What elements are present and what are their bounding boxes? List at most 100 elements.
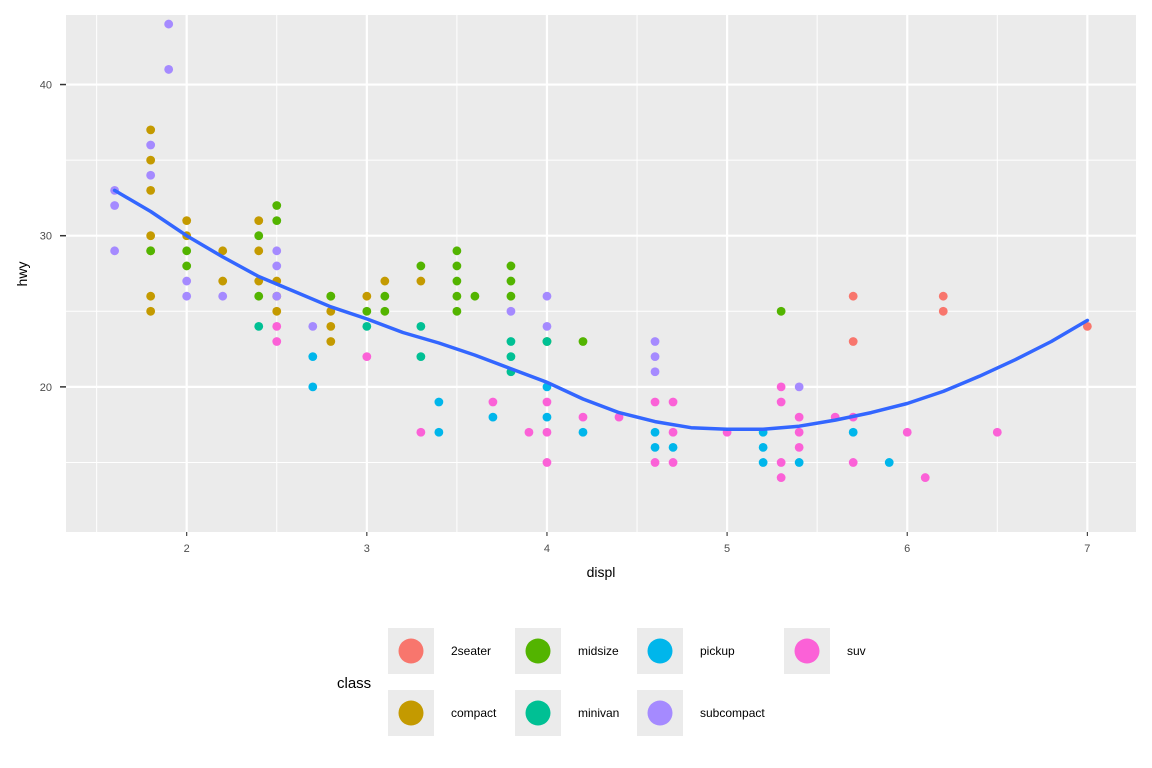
point-compact: [146, 125, 156, 135]
point-suv: [272, 337, 282, 346]
point-suv: [578, 412, 588, 422]
point-suv: [776, 458, 786, 467]
point-compact: [182, 216, 192, 225]
point-pickup: [434, 427, 444, 437]
legend-label-midsize: midsize: [578, 644, 619, 658]
smooth: [112, 188, 1090, 431]
legend-title: class: [337, 675, 371, 692]
point-pickup: [434, 397, 444, 407]
point-compact: [416, 276, 426, 286]
point-suv: [920, 473, 930, 482]
point-subcompact: [164, 19, 174, 29]
point-midsize: [452, 246, 462, 256]
point-suv: [992, 427, 1002, 437]
point-subcompact: [164, 65, 174, 74]
legend-label-2seater: 2seater: [451, 644, 491, 658]
legend-swatch-suv: [794, 638, 820, 664]
point-pickup: [758, 458, 768, 467]
point-suv: [776, 397, 786, 407]
points: [110, 19, 1092, 482]
legend-label-subcompact: subcompact: [700, 706, 765, 720]
point-midsize: [452, 291, 462, 301]
point-compact: [380, 276, 390, 286]
point-minivan: [506, 337, 516, 346]
point-subcompact: [650, 337, 660, 346]
point-suv: [542, 427, 552, 437]
x-axis-title: displ: [587, 564, 616, 580]
point-subcompact: [146, 140, 156, 150]
point-compact: [218, 276, 228, 286]
point-subcompact: [272, 261, 282, 271]
point-suv: [542, 397, 552, 407]
point-minivan: [542, 337, 552, 346]
point-midsize: [254, 291, 264, 301]
point-minivan: [416, 352, 426, 362]
point-midsize: [272, 201, 282, 210]
point-suv: [848, 458, 858, 467]
point-compact: [272, 306, 282, 316]
legend-label-suv: suv: [847, 644, 866, 658]
point-midsize: [272, 216, 282, 225]
point-compact: [326, 337, 336, 346]
y-axis-title: hwy: [14, 262, 30, 287]
point-pickup: [758, 442, 768, 452]
point-subcompact: [182, 276, 192, 286]
point-compact: [254, 246, 264, 256]
point-suv: [794, 412, 804, 422]
point-suv: [488, 397, 498, 407]
point-suv: [794, 427, 804, 437]
x-tick-label: 7: [1084, 543, 1090, 555]
point-compact: [146, 291, 156, 301]
legend: 2seater compact midsize minivan pickup subcom…: [388, 628, 866, 736]
point-subcompact: [272, 291, 282, 301]
legend-label-minivan: minivan: [578, 706, 619, 720]
point-suv: [524, 427, 534, 437]
point-midsize: [578, 337, 588, 346]
point-subcompact: [650, 367, 660, 377]
point-midsize: [416, 261, 426, 271]
legend-swatch-midsize: [525, 638, 551, 664]
grid-major: [66, 15, 1136, 532]
point-pickup: [848, 427, 858, 437]
point-midsize: [452, 261, 462, 271]
point-midsize: [506, 261, 516, 271]
point-midsize: [362, 306, 372, 316]
point-2seater: [848, 337, 858, 346]
point-pickup: [668, 442, 678, 452]
legend-swatch-compact: [398, 700, 424, 726]
point-subcompact: [308, 322, 318, 331]
point-midsize: [380, 306, 390, 316]
point-compact: [146, 185, 156, 195]
point-pickup: [884, 458, 894, 467]
point-suv: [668, 458, 678, 467]
point-minivan: [506, 352, 516, 362]
legend-swatch-subcompact: [647, 700, 673, 726]
point-subcompact: [110, 201, 120, 210]
point-suv: [542, 458, 552, 467]
point-minivan: [254, 322, 264, 331]
point-midsize: [380, 291, 390, 301]
plot-panel: [66, 15, 1136, 532]
x-tick-label: 4: [544, 543, 550, 555]
point-subcompact: [272, 246, 282, 256]
point-compact: [254, 216, 264, 225]
point-2seater: [938, 306, 948, 316]
point-suv: [668, 427, 678, 437]
legend-swatch-2seater: [398, 638, 424, 664]
x-tick-label: 5: [724, 543, 730, 555]
point-subcompact: [506, 306, 516, 316]
point-midsize: [506, 276, 516, 286]
point-suv: [272, 322, 282, 331]
point-midsize: [182, 246, 192, 256]
point-pickup: [308, 352, 318, 362]
point-subcompact: [110, 246, 120, 256]
point-pickup: [650, 427, 660, 437]
point-2seater: [848, 291, 858, 301]
point-subcompact: [218, 291, 228, 301]
point-midsize: [452, 276, 462, 286]
point-midsize: [776, 306, 786, 316]
legend-swatch-minivan: [525, 700, 551, 726]
legend-label-pickup: pickup: [700, 644, 735, 658]
point-pickup: [308, 382, 318, 392]
